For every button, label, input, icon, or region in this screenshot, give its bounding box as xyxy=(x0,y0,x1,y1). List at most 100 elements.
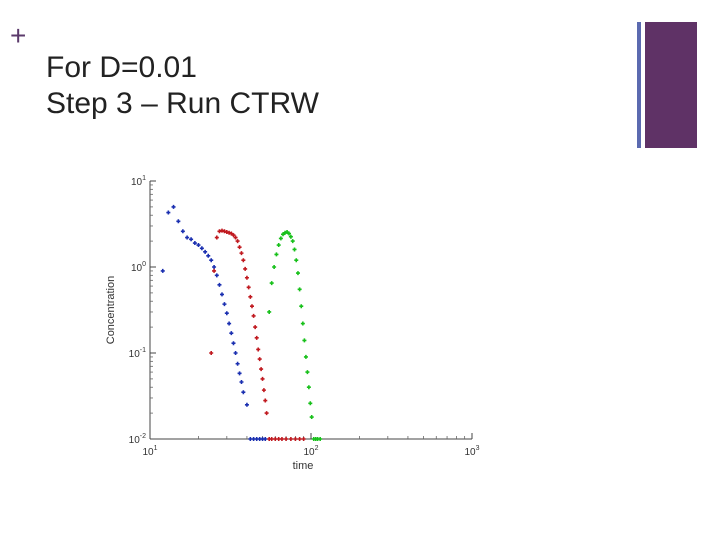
data-point-series-2 xyxy=(212,268,217,273)
data-point-series-2 xyxy=(259,367,264,372)
y-tick-label: 10-2 xyxy=(129,433,146,446)
data-point-series-2 xyxy=(249,304,254,309)
data-point-series-1 xyxy=(239,380,244,385)
data-point-series-2 xyxy=(260,376,265,381)
data-point-series-1 xyxy=(222,302,227,307)
x-axis-label: time xyxy=(293,460,314,472)
data-point-series-3 xyxy=(276,243,281,248)
data-point-series-2 xyxy=(231,233,236,238)
bullet-plus-icon: + xyxy=(10,20,27,51)
data-point-series-2 xyxy=(279,437,284,441)
decorative-block xyxy=(645,22,697,148)
data-point-series-3 xyxy=(318,437,323,441)
data-point-series-1 xyxy=(229,331,234,336)
data-point-series-2 xyxy=(297,437,302,441)
y-tick-label: 101 xyxy=(131,175,146,188)
data-point-series-3 xyxy=(305,370,310,375)
data-point-series-1 xyxy=(180,229,185,234)
data-point-series-2 xyxy=(273,437,278,441)
data-point-series-1 xyxy=(219,292,224,297)
data-point-series-2 xyxy=(284,437,289,441)
data-point-series-1 xyxy=(214,273,219,278)
data-point-series-2 xyxy=(293,437,298,441)
data-point-series-3 xyxy=(274,252,279,257)
data-point-series-3 xyxy=(290,239,295,244)
data-point-series-3 xyxy=(299,304,304,309)
data-point-series-1 xyxy=(231,341,236,346)
data-point-series-1 xyxy=(209,258,214,263)
data-point-series-1 xyxy=(166,210,171,215)
data-point-series-2 xyxy=(243,266,248,271)
data-point-series-1 xyxy=(185,235,190,240)
title-line-2: Step 3 – Run CTRW xyxy=(46,87,319,120)
data-point-series-2 xyxy=(214,235,219,240)
data-point-series-3 xyxy=(302,338,307,343)
data-point-series-2 xyxy=(209,351,214,355)
data-point-series-1 xyxy=(227,321,232,326)
data-point-series-1 xyxy=(237,371,242,376)
data-point-series-1 xyxy=(217,282,222,287)
y-tick-label: 100 xyxy=(131,261,146,274)
data-point-series-2 xyxy=(301,437,306,441)
data-point-series-2 xyxy=(241,258,246,263)
data-point-series-3 xyxy=(308,401,313,406)
data-point-series-3 xyxy=(267,309,272,314)
data-point-series-2 xyxy=(257,357,262,362)
y-axis-label: Concentration xyxy=(105,276,117,345)
data-point-series-1 xyxy=(244,402,249,407)
data-point-series-1 xyxy=(212,265,217,269)
data-point-series-1 xyxy=(171,204,176,209)
data-point-series-1 xyxy=(189,237,194,242)
data-point-series-2 xyxy=(246,285,251,290)
data-point-series-2 xyxy=(253,325,258,330)
data-point-series-2 xyxy=(261,388,266,393)
x-tick-label: 101 xyxy=(142,445,157,458)
data-point-series-2 xyxy=(235,239,240,244)
data-point-series-3 xyxy=(294,258,299,263)
x-tick-label: 102 xyxy=(303,445,318,458)
title-line-1: For D=0.01 xyxy=(46,51,197,84)
data-point-series-1 xyxy=(241,390,246,395)
data-point-series-3 xyxy=(278,236,283,241)
x-tick-label: 103 xyxy=(464,445,479,458)
data-point-series-1 xyxy=(235,361,240,366)
data-point-series-2 xyxy=(237,245,242,250)
data-point-series-3 xyxy=(269,281,274,286)
data-point-series-2 xyxy=(263,398,268,403)
data-point-series-2 xyxy=(244,275,249,280)
data-point-series-3 xyxy=(286,231,291,236)
data-point-series-1 xyxy=(176,219,181,224)
data-point-series-1 xyxy=(263,437,268,441)
decorative-line xyxy=(637,22,641,148)
data-point-series-1 xyxy=(199,246,204,251)
data-point-series-3 xyxy=(292,247,297,252)
data-point-series-3 xyxy=(303,354,308,359)
data-point-series-3 xyxy=(309,415,314,420)
data-point-series-2 xyxy=(288,437,293,441)
data-point-series-2 xyxy=(269,437,274,441)
data-point-series-2 xyxy=(229,231,234,236)
data-point-series-2 xyxy=(254,335,259,340)
data-point-series-1 xyxy=(224,311,229,316)
data-point-series-3 xyxy=(297,287,302,292)
data-point-series-2 xyxy=(233,235,238,240)
data-point-series-2 xyxy=(251,313,256,318)
data-point-series-2 xyxy=(264,411,269,416)
data-point-series-3 xyxy=(300,321,305,326)
data-point-series-3 xyxy=(306,385,311,390)
data-point-series-1 xyxy=(206,253,211,258)
data-point-series-1 xyxy=(196,243,201,248)
data-point-series-1 xyxy=(203,249,208,254)
data-point-series-3 xyxy=(295,271,300,276)
data-point-series-2 xyxy=(248,294,253,299)
concentration-time-chart: 101 102 103 10-2 10-1 100 101 time Concentration xyxy=(105,175,480,472)
data-point-series-1 xyxy=(233,351,238,355)
data-point-series-3 xyxy=(288,234,293,239)
data-point-series-3 xyxy=(272,265,277,269)
data-point-series-1 xyxy=(160,268,165,273)
y-tick-label: 10-1 xyxy=(129,347,146,360)
slide-title: For D=0.01 Step 3 – Run CTRW xyxy=(46,50,319,122)
data-point-series-2 xyxy=(239,251,244,256)
data-point-series-2 xyxy=(256,347,261,352)
data-point-series-1 xyxy=(192,241,197,246)
